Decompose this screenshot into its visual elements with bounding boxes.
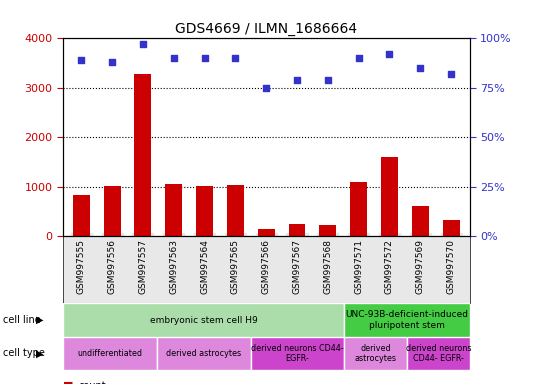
Text: count: count (78, 381, 106, 384)
Bar (407, 337, 470, 370)
Text: ▶: ▶ (36, 315, 44, 325)
Text: derived neurons CD44-
EGFR-: derived neurons CD44- EGFR- (251, 344, 344, 363)
Point (323, 77, 332, 83)
Bar (258, 229, 275, 236)
Bar (443, 220, 460, 236)
Text: undifferentiated: undifferentiated (77, 349, 142, 358)
Point (262, 85, 271, 91)
Bar (134, 74, 151, 236)
Point (77, 57, 86, 63)
Point (385, 51, 394, 57)
Text: derived
astrocytes: derived astrocytes (355, 344, 397, 363)
Bar (345, 337, 407, 370)
Text: ■: ■ (63, 381, 73, 384)
Text: cell type: cell type (3, 348, 45, 359)
Point (416, 65, 425, 71)
Bar (288, 224, 305, 236)
Text: cell line: cell line (3, 315, 40, 325)
Text: derived neurons
CD44- EGFR-: derived neurons CD44- EGFR- (406, 344, 471, 363)
Bar (350, 182, 367, 236)
Bar (73, 195, 90, 236)
Point (139, 41, 147, 47)
Text: derived astrocytes: derived astrocytes (166, 349, 241, 358)
Bar (63, 303, 345, 337)
Text: UNC-93B-deficient-induced
pluripotent stem: UNC-93B-deficient-induced pluripotent st… (346, 310, 468, 330)
Bar (63, 337, 157, 370)
Point (231, 55, 240, 61)
Text: embryonic stem cell H9: embryonic stem cell H9 (150, 316, 258, 324)
Point (200, 55, 209, 61)
Bar (345, 303, 470, 337)
Point (354, 55, 363, 61)
Point (169, 55, 178, 61)
Text: ▶: ▶ (36, 348, 44, 359)
Point (293, 77, 301, 83)
Bar (381, 157, 398, 236)
Bar (165, 184, 182, 236)
Bar (227, 185, 244, 236)
Bar (104, 186, 121, 236)
Bar (319, 225, 336, 236)
Point (447, 71, 455, 77)
Point (108, 59, 116, 65)
Title: GDS4669 / ILMN_1686664: GDS4669 / ILMN_1686664 (175, 22, 357, 36)
Bar (157, 337, 251, 370)
Bar (251, 337, 345, 370)
Bar (412, 205, 429, 236)
Bar (196, 186, 213, 236)
